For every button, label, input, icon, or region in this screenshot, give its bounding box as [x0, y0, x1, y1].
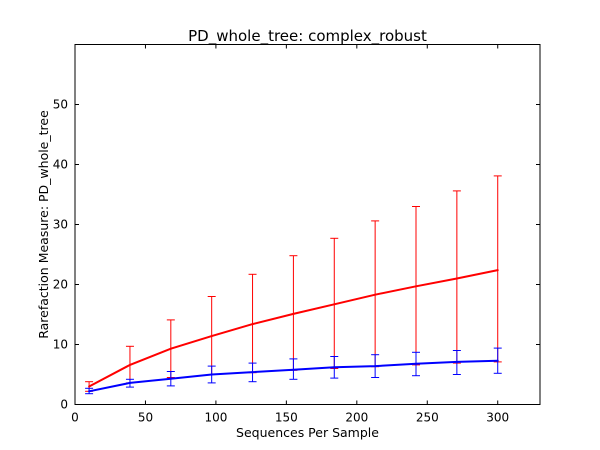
- data-point: [374, 293, 377, 296]
- data-point: [88, 390, 91, 393]
- data-point: [292, 368, 295, 371]
- x-tick-label: 0: [71, 411, 79, 425]
- data-point: [169, 377, 172, 380]
- data-point: [128, 381, 131, 384]
- series-2: [85, 347, 502, 395]
- y-axis: 0 10 20 30 40 50: [53, 98, 540, 412]
- plot-frame: [74, 44, 541, 405]
- data-point: [496, 269, 499, 272]
- data-point: [128, 363, 131, 366]
- x-tick-label: 200: [345, 411, 368, 425]
- x-tick-label: 150: [275, 411, 298, 425]
- data-point: [455, 277, 458, 280]
- y-tick-label: 0: [60, 398, 68, 412]
- x-axis: 0 50 100 150 200 250 300: [71, 44, 509, 425]
- y-tick-label: 40: [53, 158, 68, 172]
- error-bar: [493, 175, 502, 363]
- data-point: [292, 312, 295, 315]
- data-point: [455, 360, 458, 363]
- data-point: [415, 285, 417, 288]
- data-point: [333, 366, 336, 369]
- data-point: [374, 365, 377, 368]
- data-point: [496, 359, 499, 362]
- x-axis-label: Sequences Per Sample: [236, 425, 379, 440]
- data-point: [210, 335, 213, 338]
- data-point: [251, 323, 254, 326]
- y-tick-label: 10: [53, 338, 68, 352]
- x-tick-label: 300: [486, 411, 509, 425]
- x-tick-label: 250: [416, 411, 439, 425]
- x-tick-label: 100: [204, 411, 227, 425]
- data-point: [169, 347, 172, 350]
- plot-layer: [85, 175, 502, 395]
- data-point: [415, 362, 417, 365]
- data-point: [333, 303, 336, 306]
- y-axis-label: Rarefaction Measure: PD_whole_tree: [36, 110, 51, 339]
- chart-title: PD_whole_tree: complex_robust: [188, 27, 427, 46]
- y-tick-label: 30: [53, 218, 68, 232]
- x-tick-label: 50: [138, 411, 153, 425]
- data-point: [88, 385, 91, 388]
- data-point: [251, 371, 254, 374]
- data-point: [210, 373, 213, 376]
- y-tick-label: 20: [53, 278, 68, 292]
- y-tick-label: 50: [53, 98, 68, 112]
